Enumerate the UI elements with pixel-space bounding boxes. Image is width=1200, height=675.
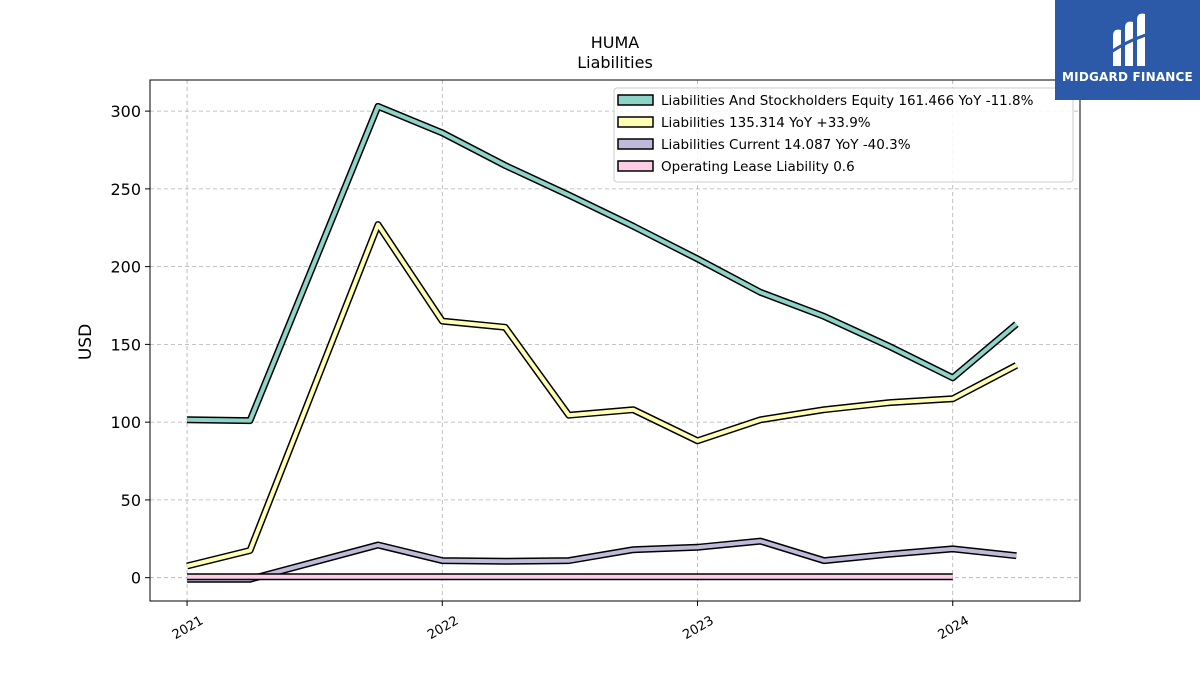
chart-subtitle: Liabilities (577, 53, 653, 72)
x-tick-label: 2024 (936, 613, 972, 643)
legend-item: Liabilities 135.314 YoY +33.9% (617, 115, 871, 131)
legend-item: Liabilities And Stockholders Equity 161.… (617, 93, 1034, 109)
series-lines (186, 102, 1019, 583)
brand-mark-icon (1110, 13, 1150, 67)
y-tick-label: 150 (110, 335, 141, 354)
x-tick-label: 2022 (425, 613, 461, 643)
y-tick-label: 100 (110, 413, 141, 432)
legend-label: Liabilities Current 14.087 YoY -40.3% (661, 137, 911, 153)
axes: 0 50 100 150 200 250 300 2021 2022 2023 2024 (110, 102, 971, 643)
y-tick-label: 200 (110, 258, 141, 277)
legend-label: Operating Lease Liability 0.6 (661, 159, 855, 175)
y-tick-label: 300 (110, 102, 141, 121)
brand-logo: MIDGARD FINANCE (1055, 0, 1200, 100)
legend-item: Liabilities Current 14.087 YoY -40.3% (617, 137, 911, 153)
legend-label: Liabilities 135.314 YoY +33.9% (661, 115, 871, 131)
series-liabilities (186, 221, 1019, 570)
y-tick-label: 0 (131, 569, 141, 588)
series-liabilities-and-stockholders-equity (187, 102, 1019, 425)
y-axis-label: USD (76, 324, 96, 360)
y-tick-label: 50 (121, 491, 141, 510)
series-line (186, 222, 1018, 568)
legend-swatch (617, 94, 654, 106)
brand-name: MIDGARD FINANCE (1062, 70, 1193, 84)
y-tick-label: 250 (110, 180, 141, 199)
legend-swatch (617, 116, 654, 128)
series-line (187, 539, 1017, 582)
series-liabilities-current (187, 537, 1017, 583)
x-tick-label: 2023 (680, 613, 716, 643)
chart-title: HUMA (591, 33, 640, 52)
x-tick-label: 2021 (170, 613, 206, 643)
legend-label: Liabilities And Stockholders Equity 161.… (661, 93, 1034, 109)
series-operating-lease-liability (187, 573, 953, 581)
plot-frame (149, 79, 1081, 602)
legend: Liabilities And Stockholders Equity 161.… (613, 87, 1074, 183)
legend-swatch (617, 160, 654, 172)
legend-box (613, 87, 1074, 183)
legend-item: Operating Lease Liability 0.6 (617, 159, 855, 175)
legend-swatch (617, 138, 654, 150)
series-line (187, 104, 1018, 423)
